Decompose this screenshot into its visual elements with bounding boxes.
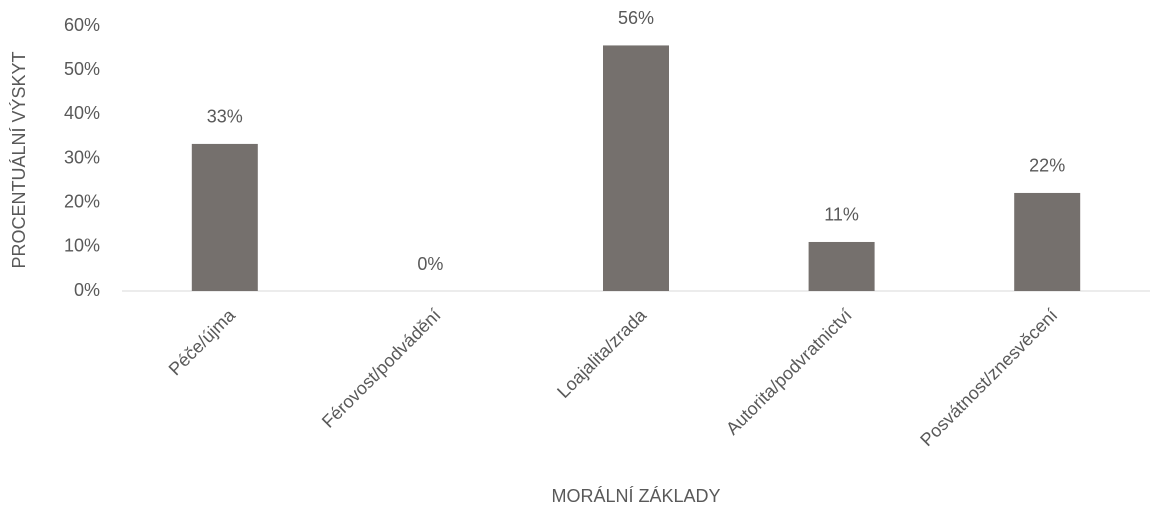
data-label: 33% xyxy=(207,107,243,127)
bar xyxy=(603,45,669,291)
x-tick-label: Posvátnost/znesvěcení xyxy=(916,305,1061,450)
y-tick-label: 10% xyxy=(64,236,100,256)
y-axis-title: PROCENTUÁLNÍ VÝSKYT xyxy=(9,51,29,268)
data-label: 22% xyxy=(1029,156,1065,176)
data-label: 56% xyxy=(618,8,654,28)
y-tick-label: 0% xyxy=(74,280,100,300)
bar xyxy=(191,143,258,291)
x-tick-label: Loajalita/zrada xyxy=(553,304,651,402)
x-axis-title: MORÁLNÍ ZÁKLADY xyxy=(551,486,720,506)
data-label: 11% xyxy=(824,205,859,225)
x-tick-label: Péče/újma xyxy=(165,304,240,379)
y-tick-label: 40% xyxy=(64,103,100,123)
bar xyxy=(1014,192,1081,291)
x-tick-label: Autorita/podvratnictví xyxy=(722,305,856,439)
y-tick-label: 30% xyxy=(64,147,100,167)
x-tick-label: Férovost/podvádění xyxy=(318,305,445,432)
y-tick-label: 50% xyxy=(64,59,100,79)
y-tick-label: 20% xyxy=(64,191,100,211)
bar xyxy=(808,241,875,291)
y-tick-label: 60% xyxy=(64,15,100,35)
data-label: 0% xyxy=(417,254,443,274)
